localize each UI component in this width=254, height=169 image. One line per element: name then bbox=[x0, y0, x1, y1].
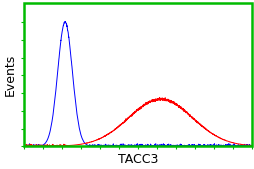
Y-axis label: Events: Events bbox=[4, 54, 17, 96]
Bar bbox=[24, 4, 250, 146]
X-axis label: TACC3: TACC3 bbox=[117, 153, 157, 165]
